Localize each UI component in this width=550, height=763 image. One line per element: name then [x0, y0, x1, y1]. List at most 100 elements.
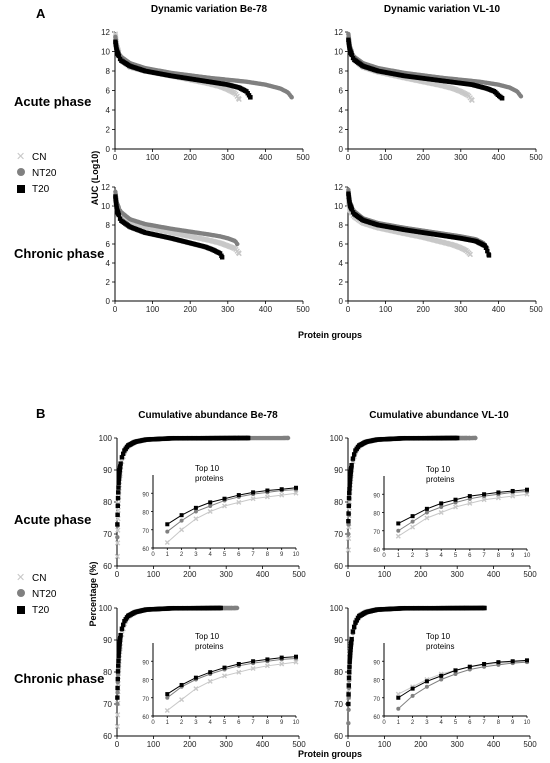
- x-tick-label: 0: [346, 740, 351, 749]
- x-tick-label: 500: [529, 305, 543, 314]
- data-point: [482, 492, 487, 497]
- inset-label-top: Top 10: [426, 632, 451, 641]
- x-tick-label: 3: [425, 720, 429, 726]
- x-tick-label: 300: [451, 740, 465, 749]
- series-t20: [346, 435, 460, 524]
- data-point: [236, 96, 242, 102]
- series-t20: [165, 654, 298, 697]
- data-point: [346, 531, 351, 537]
- y-tick-label: 8: [339, 67, 344, 76]
- series-t20: [115, 435, 251, 527]
- y-tick-label: 2: [339, 126, 344, 135]
- data-point: [396, 528, 401, 533]
- x-tick-label: 200: [414, 740, 428, 749]
- data-point: [481, 497, 487, 503]
- panel-a-x-axis-label: Protein groups: [298, 330, 362, 340]
- data-point: [265, 657, 270, 662]
- y-tick-label: 10: [101, 48, 110, 57]
- y-tick-label: 80: [103, 498, 112, 507]
- data-point: [349, 640, 354, 645]
- data-point: [349, 52, 354, 58]
- data-point: [116, 649, 122, 655]
- data-point: [499, 96, 505, 101]
- data-point: [347, 669, 352, 675]
- y-tick-label: 4: [339, 259, 344, 268]
- data-point: [453, 504, 458, 510]
- panel-a-row-label-chronic: Chronic phase: [14, 246, 104, 261]
- data-point: [346, 519, 351, 524]
- x-tick-label: 0: [113, 305, 118, 314]
- x-tick-label: 200: [417, 305, 431, 314]
- x-tick-label: 300: [451, 570, 465, 579]
- inset-background: [382, 474, 529, 551]
- panel-a-legend: ✕ CN NT20 T20: [16, 151, 57, 195]
- data-point: [347, 660, 352, 665]
- x-tick-label: 300: [221, 153, 235, 162]
- series-line: [398, 491, 528, 532]
- x-tick-label: 2: [180, 720, 184, 726]
- x-tick-label: 0: [151, 720, 155, 726]
- chart-title: Dynamic variation VL-10: [384, 4, 501, 15]
- data-point: [208, 500, 213, 505]
- inset-chart: 0 1 2 3 4 5 6 7 8 9 10 60 70 80 90: [373, 476, 531, 559]
- series-line: [398, 659, 528, 699]
- data-point: [208, 504, 213, 509]
- y-tick-label: 70: [103, 700, 112, 709]
- series-t20: [113, 39, 253, 100]
- data-point: [345, 547, 352, 553]
- series-cn: [164, 490, 299, 546]
- data-point: [222, 673, 227, 679]
- inset-label-bottom: proteins: [426, 642, 454, 651]
- data-point: [469, 97, 475, 103]
- data-point: [165, 522, 170, 527]
- data-point: [114, 553, 121, 560]
- data-point: [439, 673, 444, 678]
- x-tick-label: 500: [296, 305, 310, 314]
- data-point: [119, 626, 125, 631]
- y-tick-label: 60: [373, 548, 380, 554]
- y-tick-label: 70: [103, 530, 112, 539]
- x-tick-label: 7: [482, 553, 486, 559]
- data-point: [354, 618, 359, 623]
- x-tick-label: 0: [151, 552, 155, 558]
- y-tick-label: 4: [106, 106, 111, 115]
- x-tick-label: 10: [293, 552, 300, 558]
- data-point: [115, 685, 120, 691]
- data-point: [424, 515, 430, 521]
- data-point: [349, 463, 354, 468]
- data-point: [294, 485, 298, 490]
- chart-b4: 0 100 200 300 400 500 60 70 80 90 100 0 1 2 3 4 5 6 7 8 9 10 6…: [330, 604, 538, 749]
- data-point: [347, 656, 353, 661]
- inset-chart: 0 1 2 3 4 5 6 7 8 9 10 60 70 80 90: [373, 643, 531, 726]
- x-tick-label: 8: [497, 553, 501, 559]
- series-cn: [164, 659, 299, 714]
- data-point: [207, 678, 213, 684]
- data-point: [251, 659, 256, 664]
- x-tick-label: 100: [378, 570, 392, 579]
- x-tick-label: 10: [524, 720, 531, 726]
- y-tick-label: 60: [334, 562, 343, 571]
- y-tick-label: 6: [106, 87, 111, 96]
- series-t20: [115, 605, 223, 700]
- x-tick-label: 4: [209, 552, 213, 558]
- data-point: [347, 483, 352, 488]
- data-point: [117, 469, 122, 475]
- data-point: [115, 495, 121, 501]
- data-point: [279, 492, 285, 498]
- data-point: [222, 503, 227, 509]
- data-point: [165, 695, 170, 700]
- x-tick-label: 0: [346, 153, 351, 162]
- data-point: [346, 707, 351, 712]
- y-tick-label: 60: [373, 715, 380, 721]
- data-point: [346, 675, 352, 680]
- data-point: [118, 464, 123, 469]
- y-tick-label: 10: [334, 202, 343, 211]
- data-point: [179, 527, 185, 533]
- y-tick-label: 2: [339, 278, 344, 287]
- data-point: [251, 490, 256, 495]
- data-point: [236, 250, 242, 257]
- legend-marker-t20: [17, 185, 25, 193]
- series-t20: [396, 658, 529, 700]
- data-point: [115, 695, 120, 700]
